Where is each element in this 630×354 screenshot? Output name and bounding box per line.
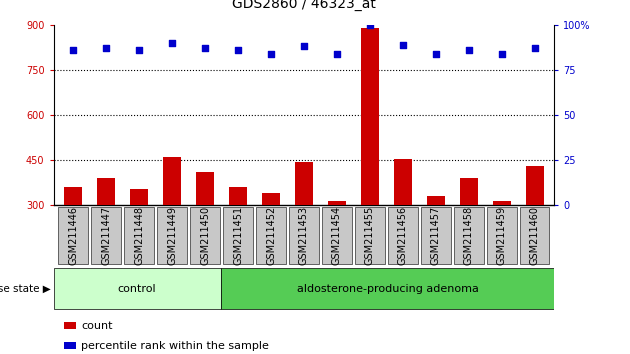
- FancyBboxPatch shape: [54, 268, 220, 309]
- FancyBboxPatch shape: [289, 206, 319, 264]
- Point: [332, 51, 342, 57]
- FancyBboxPatch shape: [158, 206, 187, 264]
- Bar: [64, 342, 76, 348]
- Text: GSM211452: GSM211452: [266, 206, 276, 265]
- Bar: [525, 166, 544, 205]
- FancyBboxPatch shape: [256, 206, 286, 264]
- Text: disease state ▶: disease state ▶: [0, 284, 50, 293]
- FancyBboxPatch shape: [59, 206, 88, 264]
- FancyBboxPatch shape: [124, 206, 154, 264]
- FancyBboxPatch shape: [223, 206, 253, 264]
- Text: GSM211457: GSM211457: [431, 206, 441, 265]
- Point: [398, 42, 408, 47]
- Bar: [493, 201, 511, 205]
- FancyBboxPatch shape: [421, 206, 450, 264]
- Bar: [64, 322, 76, 329]
- Point: [464, 47, 474, 53]
- Bar: [295, 162, 313, 205]
- Point: [530, 45, 540, 51]
- Point: [101, 45, 112, 51]
- Text: GSM211446: GSM211446: [68, 206, 78, 265]
- Text: GSM211455: GSM211455: [365, 206, 375, 265]
- Point: [134, 47, 144, 53]
- FancyBboxPatch shape: [388, 206, 418, 264]
- Text: GSM211454: GSM211454: [332, 206, 342, 265]
- Text: aldosterone-producing adenoma: aldosterone-producing adenoma: [297, 284, 478, 293]
- Bar: [229, 187, 247, 205]
- Text: GSM211460: GSM211460: [530, 206, 540, 265]
- Point: [200, 45, 210, 51]
- Text: GSM211448: GSM211448: [134, 206, 144, 265]
- FancyBboxPatch shape: [322, 206, 352, 264]
- Bar: [427, 196, 445, 205]
- Bar: [262, 193, 280, 205]
- Point: [167, 40, 177, 46]
- Text: percentile rank within the sample: percentile rank within the sample: [81, 341, 269, 351]
- Text: GSM211449: GSM211449: [167, 206, 177, 265]
- Text: GSM211456: GSM211456: [398, 206, 408, 265]
- FancyBboxPatch shape: [91, 206, 121, 264]
- Text: GSM211447: GSM211447: [101, 206, 112, 265]
- Text: GSM211451: GSM211451: [233, 206, 243, 265]
- Point: [496, 51, 507, 57]
- Text: GSM211458: GSM211458: [464, 206, 474, 265]
- Text: GSM211453: GSM211453: [299, 206, 309, 265]
- Bar: [361, 28, 379, 205]
- FancyBboxPatch shape: [454, 206, 484, 264]
- Point: [68, 47, 78, 53]
- Text: count: count: [81, 321, 113, 331]
- Text: control: control: [118, 284, 156, 293]
- FancyBboxPatch shape: [190, 206, 220, 264]
- Bar: [163, 157, 181, 205]
- Text: GDS2860 / 46323_at: GDS2860 / 46323_at: [232, 0, 376, 11]
- Bar: [64, 187, 83, 205]
- Bar: [97, 178, 115, 205]
- Point: [365, 22, 375, 28]
- Text: GSM211450: GSM211450: [200, 206, 210, 265]
- Bar: [130, 189, 148, 205]
- FancyBboxPatch shape: [220, 268, 554, 309]
- Text: GSM211459: GSM211459: [496, 206, 507, 265]
- Bar: [394, 159, 412, 205]
- FancyBboxPatch shape: [520, 206, 549, 264]
- Bar: [328, 201, 346, 205]
- FancyBboxPatch shape: [487, 206, 517, 264]
- Point: [266, 51, 276, 57]
- Bar: [460, 178, 478, 205]
- Point: [431, 51, 441, 57]
- FancyBboxPatch shape: [355, 206, 385, 264]
- Point: [233, 47, 243, 53]
- Point: [299, 44, 309, 49]
- Bar: [196, 172, 214, 205]
